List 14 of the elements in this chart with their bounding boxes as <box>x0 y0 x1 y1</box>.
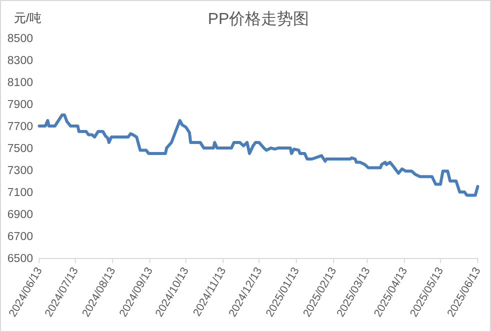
y-axis-title: 元/吨 <box>14 11 42 25</box>
y-tick-label: 7500 <box>7 143 33 155</box>
y-tick-label: 6700 <box>7 231 33 243</box>
y-tick-label: 6500 <box>7 253 33 265</box>
y-tick-label: 7900 <box>7 99 33 111</box>
y-tick-label: 8500 <box>7 33 33 45</box>
y-tick-label: 7100 <box>7 187 33 199</box>
y-tick-label: 8300 <box>7 55 33 67</box>
line-series <box>38 114 480 197</box>
y-tick-label: 6900 <box>7 209 33 221</box>
chart-title: PP价格走势图 <box>208 10 310 28</box>
y-tick-label: 7700 <box>7 121 33 133</box>
y-tick-label: 8100 <box>7 77 33 89</box>
y-tick-label: 7300 <box>7 165 33 177</box>
